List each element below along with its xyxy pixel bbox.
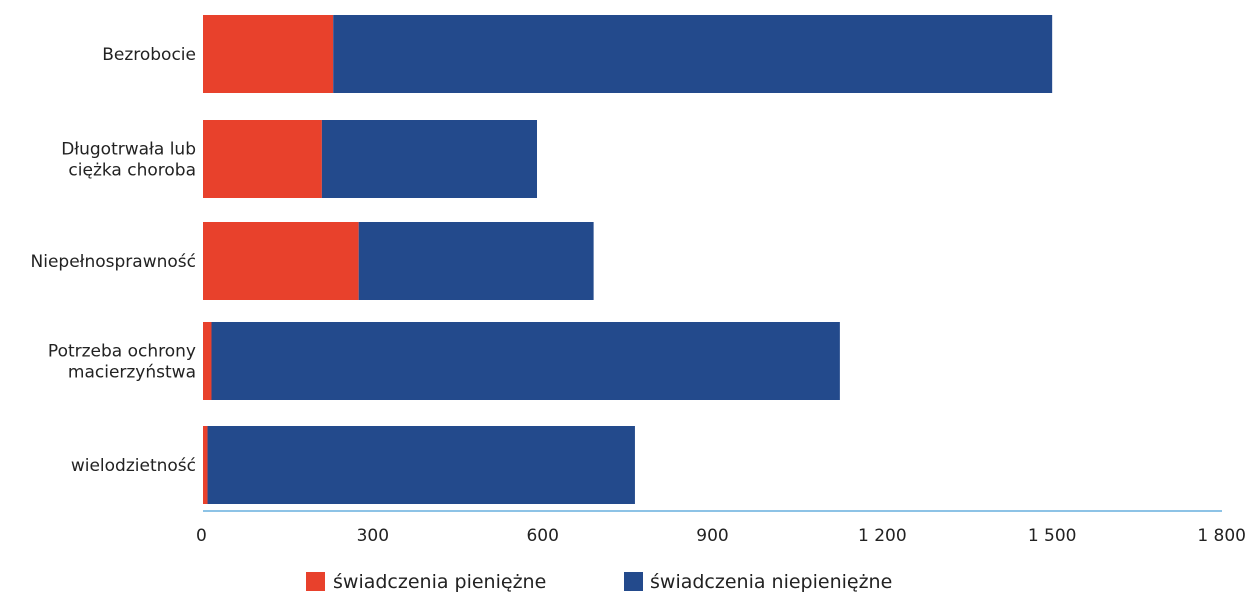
bar-cash-3 <box>203 322 212 400</box>
category-label-1-line-1: ciężka choroba <box>68 161 196 181</box>
category-label-1-line-0: Długotrwała lub <box>61 140 196 160</box>
category-label-0: Bezrobocie <box>102 45 196 65</box>
category-label-3-line-1: macierzyństwa <box>68 363 196 383</box>
bar-noncash-3 <box>211 322 840 400</box>
category-label-3-line-0: Potrzeba ochrony <box>48 342 196 362</box>
bar-cash-1 <box>203 120 322 198</box>
bar-noncash-0 <box>333 15 1053 93</box>
legend-swatch-noncash <box>624 572 643 591</box>
x-tick-label-5: 1 500 <box>1028 526 1077 546</box>
bar-noncash-4 <box>207 426 635 504</box>
category-label-4: wielodzietność <box>71 456 196 476</box>
x-tick-label-6: 1 800 <box>1197 526 1246 546</box>
legend-label-noncash: świadczenia niepieniężne <box>650 571 892 593</box>
category-label-2: Niepełnosprawność <box>31 252 197 272</box>
legend: świadczenia pieniężne świadczenia niepie… <box>306 571 892 593</box>
legend-swatch-cash <box>306 572 325 591</box>
x-tick-label-0: 0 <box>196 526 207 546</box>
bar-cash-0 <box>203 15 334 93</box>
x-tick-label-3: 900 <box>696 526 728 546</box>
bars-group <box>203 15 1053 504</box>
x-tick-label-2: 600 <box>526 526 558 546</box>
bar-noncash-1 <box>321 120 538 198</box>
bar-noncash-2 <box>358 222 594 300</box>
x-tick-label-1: 300 <box>357 526 389 546</box>
legend-label-cash: świadczenia pieniężne <box>333 571 546 593</box>
x-tick-labels: 0 300 600 900 1 200 1 500 1 800 <box>196 526 1246 546</box>
x-tick-label-4: 1 200 <box>858 526 907 546</box>
bar-cash-4 <box>203 426 208 504</box>
bar-cash-2 <box>203 222 359 300</box>
